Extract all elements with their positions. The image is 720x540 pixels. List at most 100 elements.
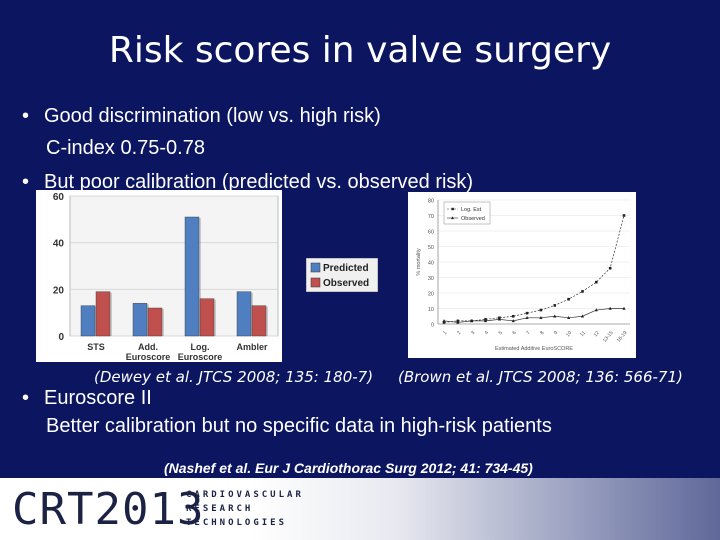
bar-x-tick-label: Euroscore [178, 352, 223, 362]
line-point-observed [594, 308, 598, 312]
bar-y-tick-label: 40 [53, 239, 65, 250]
line-point-observed [442, 319, 446, 323]
line-x-tick-label: 11 [579, 330, 587, 338]
line-point-observed [456, 320, 460, 324]
bar-observed [147, 307, 163, 337]
crt-logo-main: CRT [12, 484, 95, 535]
line-x-tick-label: 7 [525, 330, 532, 336]
bar-x-tick-label: STS [87, 342, 105, 352]
bullet-text: Good discrimination (low vs. high risk) [44, 105, 381, 127]
slide-title: Risk scores in valve surgery [108, 30, 612, 71]
line-point-predicted [539, 308, 543, 312]
line-point-observed [553, 314, 557, 318]
line-x-tick-label: 9 [553, 330, 560, 336]
footer-band [0, 478, 720, 540]
bar-predicted [184, 216, 200, 337]
line-point-observed [483, 319, 488, 323]
bullet-sub-cindex: C-index 0.75-0.78 [46, 137, 205, 159]
line-x-tick-label: 5 [498, 330, 505, 336]
line-point-observed [539, 316, 543, 319]
bullet-calibration: • But poor calibration (predicted vs. obs… [22, 170, 473, 194]
legend-label: Observed [323, 278, 369, 289]
line-x-tick-label: 4 [484, 330, 491, 336]
bar-y-tick-label: 60 [53, 192, 65, 203]
line-point-predicted [511, 314, 515, 318]
crt-line-1: CARDIOVASCULAR [186, 490, 304, 500]
crt-line-2: RESEARCH [186, 504, 254, 514]
bullet-euroscore2: • Euroscore II [22, 386, 152, 410]
line-point-predicted [442, 321, 446, 324]
line-point-observed [567, 316, 571, 319]
crt-line-3: TECHNOLOGIES [186, 518, 288, 528]
bar-x-tick-label: Euroscore [126, 352, 171, 362]
line-point-predicted [595, 280, 598, 284]
line-x-tick-label: 10 [565, 330, 573, 338]
line-y-tick-label: 60 [428, 230, 434, 236]
line-legend-marker [451, 216, 454, 220]
bar-predicted [236, 291, 252, 337]
line-x-tick-label: 1 [442, 330, 449, 336]
line-point-observed [497, 317, 501, 321]
line-point-observed [470, 319, 474, 323]
line-y-tick-label: 80 [428, 199, 434, 205]
bar-y-tick-label: 20 [53, 285, 65, 296]
legend-swatch [310, 262, 321, 273]
bar-chart-panel: 0 20 40 60 STS Add. Euroscore Log. Euroscore Ambl… [36, 190, 282, 362]
legend-label: Predicted [323, 263, 369, 274]
bar-x-tick-label: Log. [191, 342, 210, 352]
citation-right: (Brown et al. JTCS 2008; 136: 566-71) [398, 368, 683, 386]
line-point-observed [608, 306, 612, 310]
bullet-dot-icon: • [22, 105, 30, 127]
bar-predicted [80, 305, 96, 337]
line-y-tick-label: 20 [428, 292, 434, 298]
citation-left: (Dewey et al. JTCS 2008; 135: 180-7) [94, 368, 374, 386]
bar-predicted [132, 303, 148, 337]
bar-legend: Predicted Observed [305, 257, 379, 293]
line-y-tick-label: 0 [431, 323, 434, 329]
line-x-tick-label: 6 [511, 330, 518, 336]
bullet-dot-icon: • [22, 387, 30, 409]
line-x-axis-label: Estimated Additive EuroSCORE [495, 346, 573, 352]
bullet-sub-euroscore2: Better calibration but no specific data … [46, 415, 552, 437]
bullet-dot-icon: • [22, 171, 30, 193]
bullet-text: Euroscore II [44, 387, 152, 409]
line-series-1 [443, 308, 624, 323]
line-x-tick-label: 2 [456, 330, 463, 336]
line-legend-label: Observed [461, 216, 485, 222]
citation-bottom: (Nashef et al. Eur J Cardiothorac Surg 2… [164, 460, 533, 476]
line-point-observed [511, 319, 515, 323]
line-y-tick-label: 70 [428, 214, 434, 220]
bar-x-tick-label: Ambler [236, 342, 268, 352]
bullet-discrimination: • Good discrimination (low vs. high risk) [22, 104, 381, 128]
line-point-observed [622, 306, 626, 310]
legend-swatch [310, 277, 321, 288]
line-legend-label: Log. Est [461, 207, 482, 213]
line-y-tick-label: 30 [428, 276, 434, 282]
line-legend-box [443, 201, 491, 225]
bullet-text: But poor calibration (predicted vs. obse… [44, 171, 474, 193]
bar-observed [95, 291, 111, 337]
line-point-predicted [553, 304, 557, 307]
line-y-tick-label: 10 [428, 307, 434, 313]
line-x-tick-label: 8 [539, 330, 546, 336]
line-x-tick-label: 3 [470, 330, 477, 336]
line-point-predicted [567, 297, 570, 301]
crt-logo-year: 2013 [94, 484, 205, 535]
line-point-predicted [622, 214, 626, 217]
bar-observed [251, 305, 267, 337]
line-x-tick-label: 12 [593, 330, 601, 338]
line-point-predicted [608, 266, 612, 270]
line-point-observed [525, 316, 529, 319]
bar-y-tick-label: 0 [58, 332, 64, 343]
line-y-tick-label: 50 [428, 245, 434, 251]
bar-x-tick-label: Add. [138, 342, 158, 352]
bar-legend-svg: Predicted Observed [305, 257, 379, 293]
line-point-observed [580, 314, 585, 318]
line-point-predicted [525, 311, 529, 315]
line-y-axis-label: % mortality [416, 248, 422, 275]
line-legend-marker [451, 207, 454, 211]
line-point-predicted [581, 290, 584, 293]
crt-logo: CRT2013 [12, 484, 204, 535]
